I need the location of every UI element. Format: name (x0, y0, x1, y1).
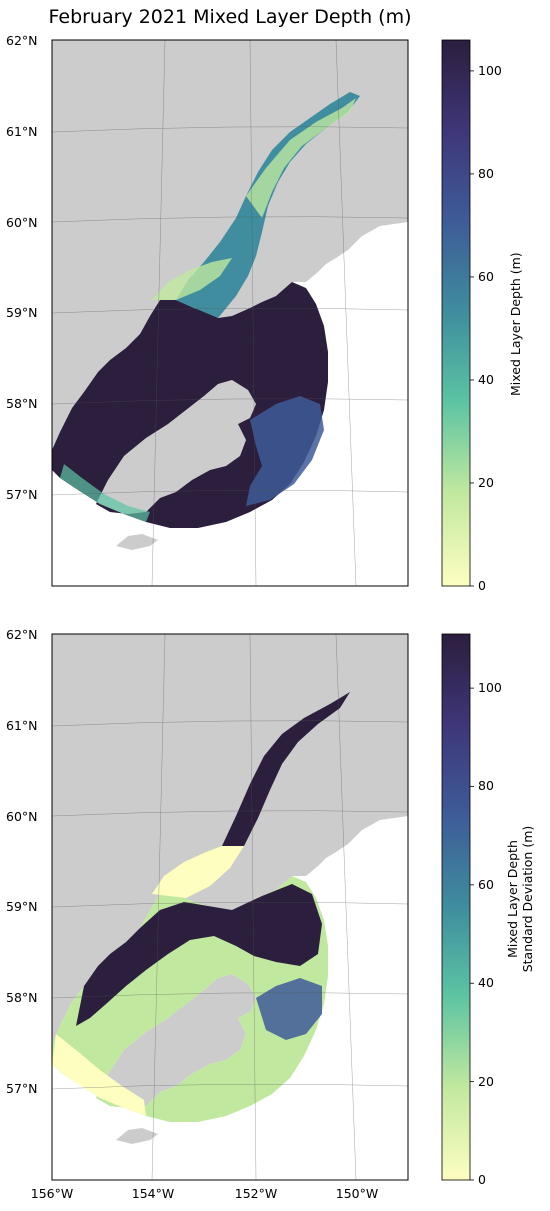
mld-std-map (51, 633, 474, 1181)
colorbar-tick-label: 60 (478, 876, 494, 892)
map-frame (51, 633, 409, 1181)
colorbar (441, 39, 471, 587)
chirikof-island (116, 1128, 158, 1144)
graticule (52, 40, 408, 586)
mld-field-shallow (152, 98, 356, 300)
lat-label: 62°N (6, 627, 38, 642)
lat-label: 58°N (6, 396, 38, 411)
lon-label: 150°W (335, 1186, 379, 1201)
lat-label: 60°N (6, 809, 38, 824)
colorbar-tick-label: 40 (478, 975, 494, 991)
colorbar-label: Mixed Layer Depth Standard Deviation (m) (505, 814, 535, 984)
kodiak-island (96, 380, 256, 514)
colorbar-tick-label: 80 (478, 165, 494, 181)
colorbar-tick-label: 60 (478, 268, 494, 284)
colorbar (441, 633, 471, 1181)
figure-title: February 2021 Mixed Layer Depth (m) (48, 6, 412, 28)
lat-label: 61°N (6, 718, 38, 733)
colorbar-label-line2: Standard Deviation (m) (520, 825, 535, 973)
colorbar-ticks (470, 70, 474, 587)
lat-label: 57°N (6, 487, 38, 502)
chirikof-island (116, 534, 158, 550)
mld-std-panel: 62°N 61°N 60°N 59°N 58°N 57°N 156°W 154°… (0, 594, 550, 1211)
mld-field-edge (60, 464, 150, 522)
kodiak-island (96, 974, 256, 1108)
colorbar-tick-label: 0 (478, 578, 486, 593)
colorbar-tick-label: 100 (478, 62, 502, 78)
colorbar-label: Mixed Layer Depth (m) (508, 252, 523, 396)
lat-label: 57°N (6, 1081, 38, 1096)
colorbar-tick-label: 100 (478, 680, 502, 696)
lon-label: 156°W (30, 1186, 74, 1201)
map-frame (51, 39, 409, 587)
colorbar-tick-label: 20 (478, 1073, 494, 1089)
colorbar-ticks (470, 687, 474, 1181)
mld-panel: 62°N 61°N 60°N 59°N 58°N 57°N 0 20 40 60 80 1… (0, 0, 550, 600)
colorbar-tick-label: 20 (478, 474, 494, 490)
lat-label: 58°N (6, 990, 38, 1005)
graticule (52, 634, 408, 1180)
lon-label: 154°W (131, 1186, 175, 1201)
lat-label: 62°N (6, 33, 38, 48)
mld-field-mid (246, 396, 324, 506)
colorbar-label-line1: Mixed Layer Depth (505, 840, 520, 958)
lat-label: 59°N (6, 899, 38, 914)
lon-label: 152°W (234, 1186, 278, 1201)
lat-label: 61°N (6, 124, 38, 139)
std-field-inlet (222, 692, 350, 846)
std-field-mid (256, 978, 322, 1040)
std-field-high (76, 884, 322, 1026)
colorbar-tick-label: 40 (478, 371, 494, 387)
colorbar-tick-label: 80 (478, 778, 494, 794)
lat-label: 59°N (6, 305, 38, 320)
mld-field-deep (52, 282, 328, 528)
lat-label: 60°N (6, 215, 38, 230)
colorbar-tick-label: 0 (478, 1172, 486, 1187)
mld-map (51, 39, 474, 587)
